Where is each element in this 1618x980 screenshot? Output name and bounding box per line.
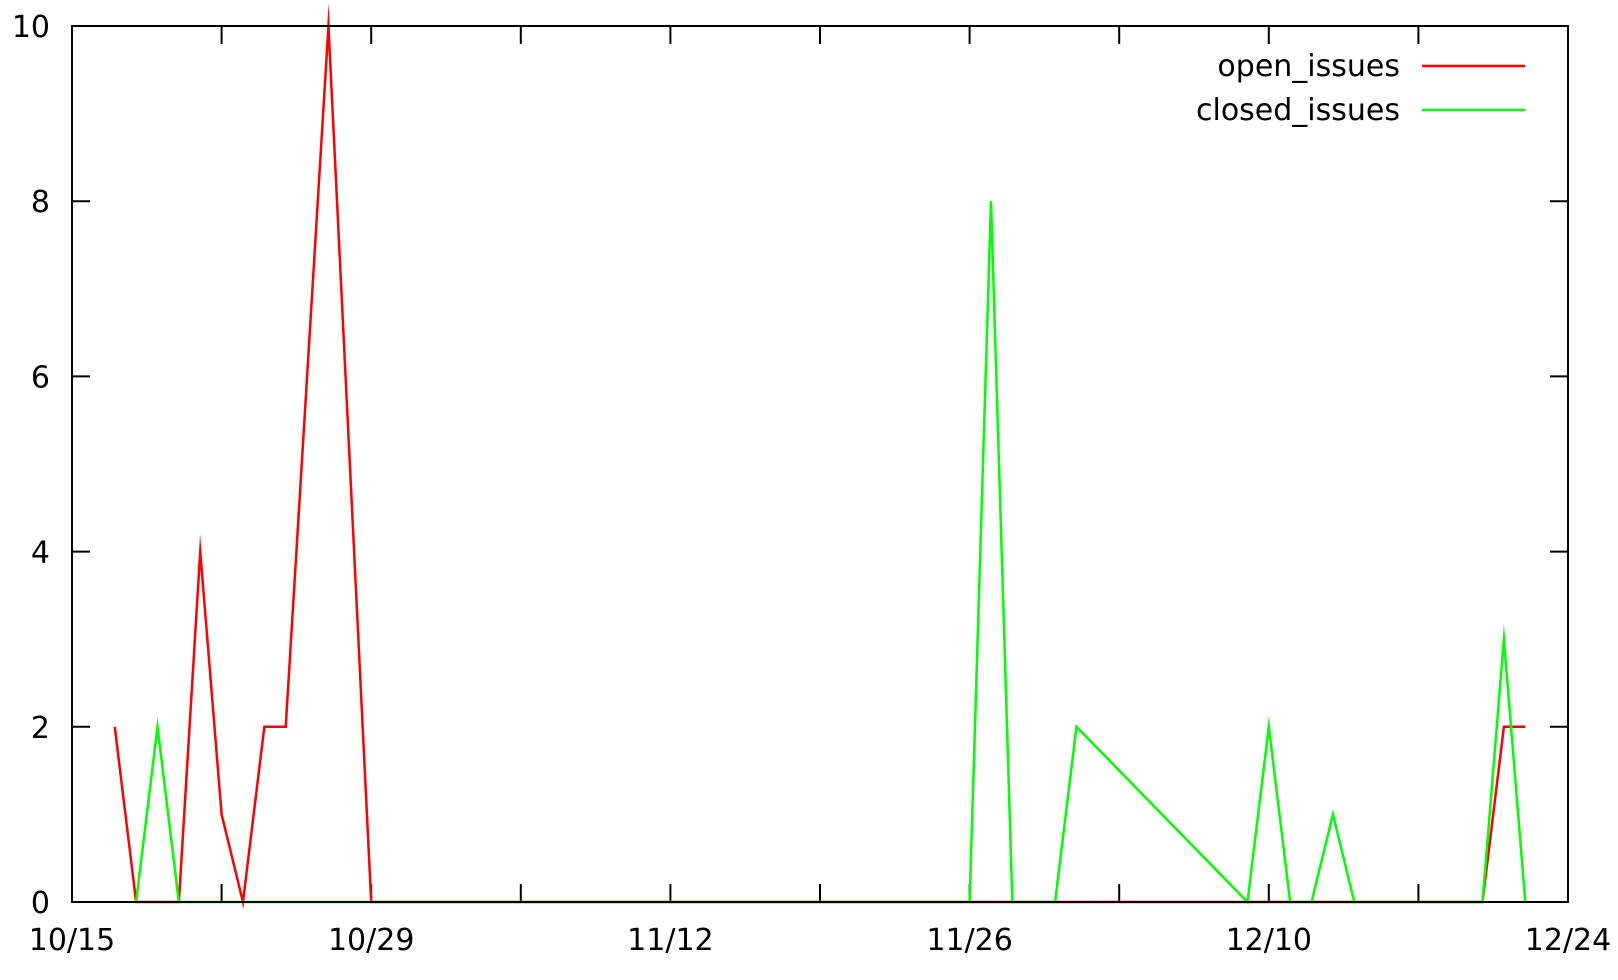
y-tick-label: 6 (31, 360, 50, 395)
legend-label: open_issues (1217, 49, 1400, 84)
x-tick-label: 12/24 (1525, 923, 1611, 958)
y-tick-label: 4 (31, 536, 50, 571)
x-tick-label: 12/10 (1226, 923, 1312, 958)
series-line-closed-issues (134, 201, 1527, 905)
y-tick-label: 10 (12, 10, 50, 45)
y-tick-label: 8 (31, 185, 50, 220)
series-line-open-issues (113, 3, 1526, 909)
series-lines (113, 3, 1527, 909)
x-tick-label: 11/26 (926, 923, 1012, 958)
y-tick-label: 2 (31, 711, 50, 746)
plot-frame (71, 25, 1569, 903)
x-tick-label: 10/29 (328, 923, 414, 958)
x-tick-label: 11/12 (627, 923, 713, 958)
legend-label: closed_issues (1196, 93, 1400, 128)
y-tick-label: 0 (31, 886, 50, 921)
legend: open_issues closed_issues (1196, 49, 1525, 128)
axis-ticks: 10/15 10/29 11/12 11/26 12/10 12/24 0 2 4 6 8 10 (12, 10, 1611, 958)
x-tick-label: 10/15 (29, 923, 115, 958)
